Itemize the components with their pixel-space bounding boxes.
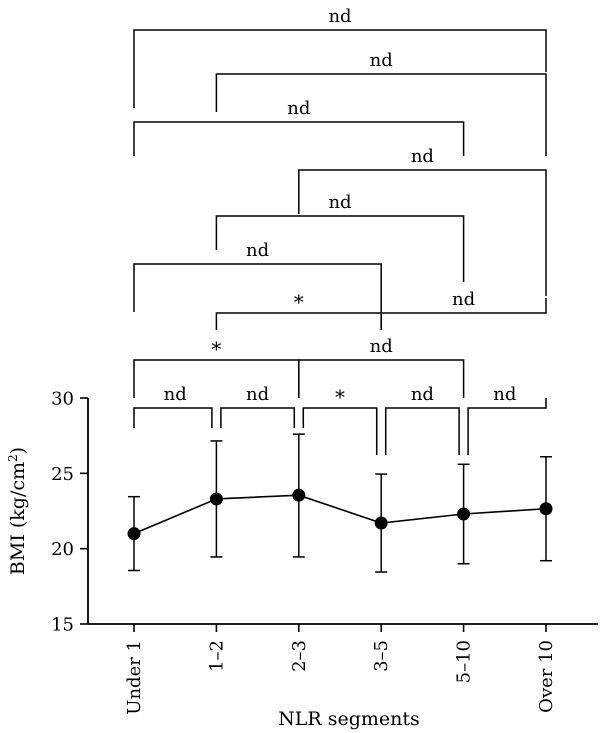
y-tick-label: 15 (51, 615, 74, 636)
x-tick-label: Under 1 (124, 640, 145, 715)
comparison-bracket (215, 73, 547, 156)
x-axis-ticks: Under 1 1–2 2–3 3–5 5–10 Over 10 (124, 624, 557, 715)
comparison-label: nd (370, 50, 393, 71)
comparison-label: nd (287, 98, 310, 119)
comparison-bracket (215, 215, 465, 282)
comparison-bracket (380, 298, 547, 330)
x-tick-label: 2–3 (289, 640, 310, 672)
y-axis-label-close: ) (7, 447, 29, 454)
comparison-bracket (384, 407, 460, 455)
comparison-label: * (211, 337, 221, 361)
data-point (209, 492, 223, 506)
comparison-bracket (298, 169, 547, 296)
comparison-label: nd (328, 192, 351, 213)
comparison-label: nd (164, 384, 187, 405)
comparison-bracket (133, 29, 547, 108)
y-tick-label: 25 (51, 464, 74, 485)
error-bars (128, 433, 552, 573)
comparison-bracket (467, 398, 547, 455)
comparison-label: nd (328, 6, 351, 27)
comparison-brackets: nd nd * nd nd * nd * nd nd nd nd nd nd nd (133, 6, 547, 455)
y-tick-label: 20 (51, 539, 74, 560)
data-point (292, 488, 306, 502)
y-tick-label: 30 (51, 389, 74, 410)
comparison-bracket (298, 359, 465, 398)
y-axis-label-sup: 2 (6, 454, 20, 462)
x-tick-label: 5–10 (454, 640, 475, 683)
comparison-bracket (302, 407, 378, 455)
comparison-bracket (215, 312, 382, 330)
comparison-bracket (133, 263, 382, 312)
x-tick-label: Over 10 (536, 640, 557, 713)
x-tick-label: 3–5 (371, 640, 392, 672)
comparison-label: nd (246, 384, 269, 405)
comparison-bracket (133, 407, 213, 428)
series-line (133, 494, 547, 535)
comparison-label: nd (246, 240, 269, 261)
comparison-bracket (133, 359, 300, 398)
comparison-label: nd (452, 289, 475, 310)
x-tick-label: 1–2 (206, 640, 227, 672)
plot-frame (87, 398, 598, 625)
y-axis-label: BMI (kg/cm2) (6, 447, 29, 575)
y-axis-ticks: 15 20 25 30 (51, 389, 88, 636)
comparison-label: nd (411, 146, 434, 167)
data-point (127, 527, 141, 541)
x-axis-label: NLR segments (278, 708, 420, 730)
comparison-label: nd (370, 336, 393, 357)
comparison-bracket (220, 407, 296, 428)
comparison-label: nd (493, 384, 516, 405)
comparison-label: nd (411, 384, 434, 405)
comparison-bracket (133, 121, 465, 156)
y-axis-label-main: BMI (kg/cm (7, 462, 29, 575)
data-point (539, 502, 553, 516)
data-point (374, 516, 388, 530)
data-point (457, 507, 471, 521)
comparison-label: * (335, 385, 345, 409)
comparison-label: * (294, 290, 304, 314)
data-points (127, 488, 553, 541)
